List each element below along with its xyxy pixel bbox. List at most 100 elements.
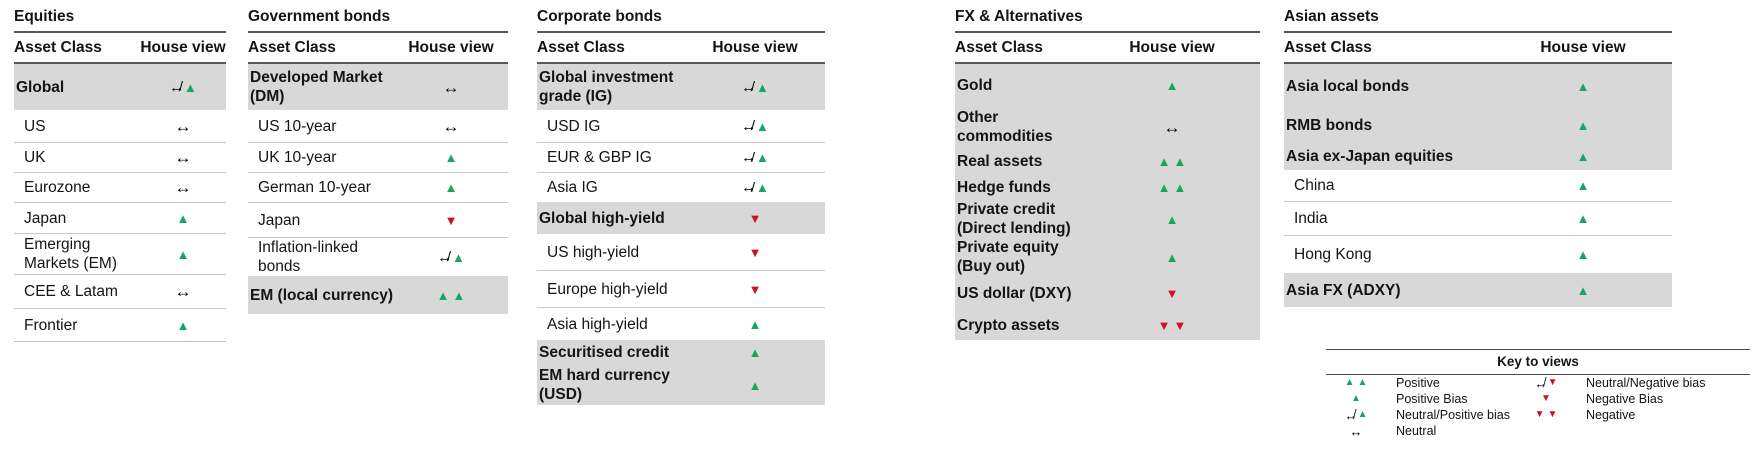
asset-class-label: Asia high-yield [547, 315, 648, 333]
asset-class-label: Global high-yield [539, 209, 665, 227]
down-triangle-icon: ▼ [1534, 409, 1545, 420]
asset-row-global-investment-grade-ig: Global investment grade (IG) ↔ / ▲ [537, 64, 825, 110]
left-right-arrow-icon: ↔ [1534, 375, 1548, 391]
section-equities: Equities Asset Class House view Global ↔ / ▲ US… [14, 8, 226, 342]
table-rows: Global investment grade (IG) ↔ / ▲ USD IG ↔ / ▲… [537, 64, 825, 405]
asset-row-uk-10-year: UK 10-year ▲ [248, 142, 508, 172]
asset-class-label: Private credit (Direct lending) [957, 201, 1071, 237]
down-triangle-icon: ▼ [1173, 317, 1187, 333]
house-view-cell: ↔ [140, 149, 226, 166]
section-government-bonds: Government bonds Asset Class House view Dev… [248, 8, 508, 314]
house-view-cell: ▲ [394, 181, 508, 194]
left-right-arrow-icon: ↔ [741, 78, 757, 96]
house-view-cell: ▼ ▼ [1084, 319, 1260, 332]
left-right-arrow-icon: ↔ [741, 179, 757, 196]
asset-class-label: Inflation-linked bonds [258, 239, 358, 275]
up-triangle-icon: ▲ [1576, 148, 1590, 164]
left-right-arrow-icon: ↔ [1163, 117, 1181, 137]
left-right-arrow-icon: ↔ [1344, 407, 1358, 423]
house-view-cell: ▲ [1494, 284, 1672, 297]
view-neutral-icon: ↔ [175, 283, 192, 300]
up-triangle-icon: ▲ [1576, 282, 1590, 298]
asset-class-label: Other commodities [957, 109, 1053, 145]
view-positive-bias-icon: ▲ [1166, 79, 1179, 92]
asset-row-other-commodities: Other commodities ↔ [955, 106, 1260, 148]
view-neutral-positive-icon: ↔ / ▲ [741, 78, 769, 96]
view-neutral-negative-icon: ↔ / ▼ [1534, 375, 1558, 391]
up-triangle-icon: ▲ [1351, 393, 1361, 404]
slash-icon: / [751, 78, 755, 94]
asset-row-rmb-bonds: RMB bonds ▲ [1284, 108, 1672, 142]
asset-row-eurozone: Eurozone ↔ [14, 172, 226, 202]
column-headers: Asset Class House view [537, 33, 825, 64]
view-neutral-positive-icon: ↔ / ▲ [741, 149, 769, 166]
asset-class-label: USD IG [547, 117, 601, 135]
asset-row-japan: Japan ▼ [248, 202, 508, 237]
asset-class-label: EM (local currency) [250, 286, 393, 304]
asset-class-label: Crypto assets [957, 316, 1060, 334]
view-positive-bias-icon: ▲ [1577, 212, 1590, 225]
left-right-arrow-icon: ↔ [442, 116, 460, 136]
up-triangle-icon: ▲ [756, 79, 769, 95]
house-view-cell: ▲ [1494, 248, 1672, 261]
up-triangle-icon: ▲ [1165, 77, 1179, 93]
asset-class-label: Europe high-yield [547, 280, 668, 298]
house-view-cell: ▲ [140, 212, 226, 225]
left-right-arrow-icon: ↔ [741, 149, 757, 166]
house-view-cell: ▲ [140, 248, 226, 261]
up-triangle-icon: ▲ [1357, 377, 1368, 388]
view-positive-icon: ▲ ▲ [1345, 378, 1368, 388]
table-rows: Gold ▲ Other commodities ↔ Real assets ▲ ▲ Hedg… [955, 64, 1260, 340]
down-triangle-icon: ▼ [748, 244, 762, 260]
house-view-cell: ↔ [140, 283, 226, 300]
up-triangle-icon: ▲ [748, 377, 762, 393]
up-triangle-icon: ▲ [1576, 117, 1590, 133]
asset-class-label: Asia FX (ADXY) [1286, 281, 1401, 299]
house-view-cell: ▲ [1494, 150, 1672, 163]
view-neutral-icon: ↔ [1164, 119, 1181, 136]
view-positive-bias-icon: ▲ [1577, 80, 1590, 93]
view-neutral-positive-icon: ↔ / ▲ [169, 78, 197, 95]
asset-class-label: Developed Market (DM) [250, 69, 383, 105]
view-positive-bias-icon: ▲ [177, 319, 190, 332]
up-triangle-icon: ▲ [756, 180, 769, 195]
asset-row-private-equity-buy-out: Private equity (Buy out) ▲ [955, 238, 1260, 276]
slash-icon: / [751, 117, 755, 133]
asset-class-label: Gold [957, 76, 993, 94]
house-view-cell: ↔ / ▲ [140, 78, 226, 95]
down-triangle-icon: ▼ [1541, 393, 1551, 404]
up-triangle-icon: ▲ [1576, 78, 1590, 94]
view-neutral-icon: ↔ [443, 118, 460, 135]
up-triangle-icon: ▲ [1165, 211, 1179, 227]
house-view-cell: ▲ [394, 151, 508, 164]
asset-row-china: China ▲ [1284, 170, 1672, 201]
asset-row-india: India ▲ [1284, 201, 1672, 235]
house-view-cell: ↔ [140, 179, 226, 196]
asset-row-frontier: Frontier ▲ [14, 308, 226, 341]
view-positive-bias-icon: ▲ [1577, 119, 1590, 132]
asset-class-label: UK 10-year [258, 149, 337, 166]
house-view-cell: ▲ [685, 346, 825, 359]
up-triangle-icon: ▲ [452, 287, 466, 303]
up-triangle-icon: ▲ [184, 79, 197, 95]
asset-row-cee-latam: CEE & Latam ↔ [14, 274, 226, 308]
view-neutral-positive-icon: ↔ / ▲ [437, 249, 465, 265]
house-view-cell: ▼ [685, 283, 825, 296]
asset-row-global-high-yield: Global high-yield ▼ [537, 202, 825, 234]
section-title: Government bonds [248, 8, 508, 33]
up-triangle-icon: ▲ [176, 210, 190, 226]
legend-label: Positive [1396, 376, 1440, 390]
asset-class-label: Japan [258, 211, 301, 229]
legend-label: Negative Bias [1586, 392, 1664, 406]
view-positive-bias-icon: ▲ [749, 379, 762, 392]
asset-row-us-high-yield: US high-yield ▼ [537, 234, 825, 270]
table-rows: Global ↔ / ▲ US ↔ UK ↔ Eurozone ↔ Japan ▲ Emerging M… [14, 64, 226, 342]
asset-row-german-10-year: German 10-year ▲ [248, 172, 508, 202]
asset-class-label: Securitised credit [539, 344, 670, 361]
slash-icon: / [179, 78, 183, 94]
view-positive-bias-icon: ▲ [749, 346, 762, 359]
legend-icon-cell: ▲ [1326, 391, 1386, 407]
legend-items: ▲ ▲ Positive ↔ / ▼ Neutral/Negative bias ▲ Posit… [1326, 375, 1750, 439]
asset-row-us: US ↔ [14, 110, 226, 142]
house-view-cell: ↔ [394, 79, 508, 96]
